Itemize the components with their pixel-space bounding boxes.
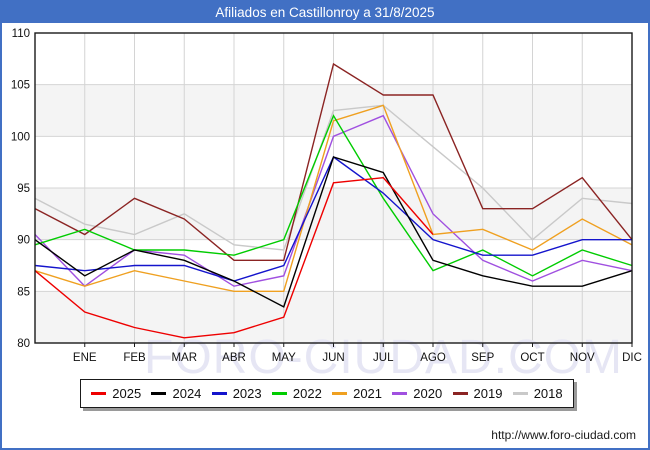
y-tick-label: 100 bbox=[11, 131, 30, 143]
x-tick-label: DIC bbox=[622, 352, 642, 364]
legend-label: 2023 bbox=[232, 386, 262, 401]
legend-item-2023: 2023 bbox=[211, 386, 262, 401]
y-tick-label: 85 bbox=[17, 286, 30, 298]
legend-swatch-2022 bbox=[271, 392, 287, 395]
legend-item-2022: 2022 bbox=[271, 386, 322, 401]
legend-item-2025: 2025 bbox=[91, 386, 141, 401]
legend-swatch-2021 bbox=[332, 392, 348, 395]
legend-item-2020: 2020 bbox=[392, 386, 442, 401]
x-tick-label: ENE bbox=[73, 352, 97, 364]
legend-label: 2022 bbox=[292, 386, 322, 401]
x-tick-label: MAR bbox=[171, 352, 197, 364]
watermark: FORO-CIUDAD.COM bbox=[144, 331, 623, 375]
x-tick-label: AGO bbox=[420, 352, 446, 364]
chart-legend: 2025 2024 2023 2022 2021 2020 2019 2018 bbox=[80, 379, 574, 408]
y-tick-label: 90 bbox=[17, 235, 30, 247]
x-tick-label: ABR bbox=[222, 352, 246, 364]
footer-url: http://www.foro-ciudad.com bbox=[491, 428, 636, 442]
x-tick-label: OCT bbox=[520, 352, 544, 364]
chart-title: Afiliados en Castillonroy a 31/8/2025 bbox=[2, 2, 648, 23]
x-tick-label: NOV bbox=[570, 352, 595, 364]
legend-swatch-2019 bbox=[452, 392, 468, 395]
legend-item-2019: 2019 bbox=[452, 386, 503, 401]
legend-swatch-2024 bbox=[151, 392, 167, 395]
legend-label: 2025 bbox=[112, 386, 142, 401]
y-tick-label: 95 bbox=[17, 183, 30, 195]
legend-label: 2020 bbox=[413, 386, 443, 401]
legend-swatch-2023 bbox=[211, 392, 227, 395]
series-line-2018 bbox=[34, 104, 633, 251]
series-line-2025 bbox=[34, 176, 434, 339]
legend-item-2018: 2018 bbox=[512, 386, 563, 401]
legend-label: 2024 bbox=[172, 386, 202, 401]
x-tick-label: MAY bbox=[272, 352, 296, 364]
legend-swatch-2020 bbox=[392, 392, 408, 395]
x-tick-label: FEB bbox=[123, 352, 146, 364]
x-tick-label: SEP bbox=[471, 352, 494, 364]
x-tick-label: JUN bbox=[322, 352, 344, 364]
legend-label: 2018 bbox=[533, 386, 563, 401]
legend-item-2024: 2024 bbox=[151, 386, 201, 401]
legend-swatch-2018 bbox=[512, 392, 528, 395]
y-tick-label: 105 bbox=[11, 80, 30, 92]
legend-label: 2021 bbox=[353, 386, 383, 401]
y-tick-label: 80 bbox=[17, 338, 30, 350]
line-chart-plot: FORO-CIUDAD.COM ENE FEB MAR ABR MAY JUN JUL AGO S… bbox=[11, 28, 642, 375]
legend-swatch-2025 bbox=[91, 392, 107, 395]
series-line-2024 bbox=[34, 156, 633, 308]
x-tick-label: JUL bbox=[373, 352, 394, 364]
legend-label: 2019 bbox=[473, 386, 503, 401]
series-line-2021 bbox=[34, 104, 633, 293]
legend-item-2021: 2021 bbox=[332, 386, 382, 401]
y-tick-label: 110 bbox=[12, 28, 30, 40]
series-line-2019 bbox=[34, 62, 633, 262]
